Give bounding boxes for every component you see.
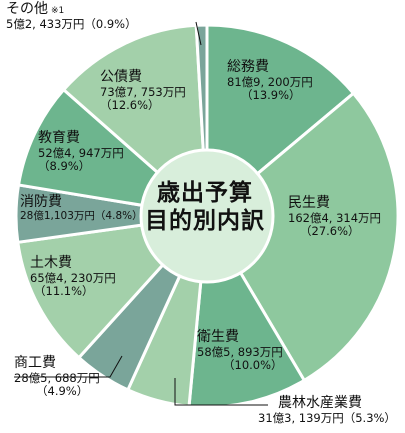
slice-percent: （8.9%） bbox=[38, 158, 91, 173]
slice-name: その他 bbox=[6, 1, 48, 17]
slice-label-kyoiku: 教育費 52億4, 947万円 （8.9%） bbox=[38, 130, 124, 173]
slice-name: 公債費 bbox=[100, 69, 142, 85]
slice-amount: 58億5, 893万円 bbox=[197, 344, 283, 359]
slice-amount: 52億4, 947万円 bbox=[38, 145, 124, 160]
slice-name: 衛生費 bbox=[197, 329, 239, 345]
slice-label-eisei: 衛生費 58億5, 893万円 （10.0%） bbox=[197, 329, 283, 372]
slice-name: 民生費 bbox=[288, 195, 330, 211]
slice-amount: 65億4, 230万円 bbox=[30, 270, 116, 285]
slice-name: 農林水産業費 bbox=[278, 395, 362, 411]
slice-amount: 162億4, 314万円 bbox=[288, 210, 382, 225]
slice-label-somu: 総務費 81億9, 200万円 （13.9%） bbox=[227, 59, 313, 102]
slice-percent: （4.8%） bbox=[94, 209, 143, 222]
pie-slice-1 bbox=[205, 91, 400, 382]
leader-line-norin bbox=[174, 378, 268, 406]
slice-label-kosai: 公債費 73億7, 753万円 （12.6%） bbox=[100, 69, 186, 112]
center-circle bbox=[139, 148, 275, 284]
slice-label-minsei: 民生費 162億4, 314万円 （27.6%） bbox=[288, 195, 382, 238]
slice-percent: （12.6%） bbox=[100, 97, 160, 112]
slice-amount: 28億1,103万円 bbox=[20, 209, 95, 222]
slice-percent: （27.6%） bbox=[300, 223, 360, 238]
footnote-mark: ※1 bbox=[51, 6, 65, 16]
slice-amount: 81億9, 200万円 bbox=[227, 74, 313, 89]
chart-title: 歳出予算 目的別内訳 bbox=[130, 180, 280, 235]
slice-name: 土木費 bbox=[30, 255, 72, 271]
chart-title-line-1: 歳出予算 bbox=[157, 180, 253, 206]
slice-amount: 5億2, 433万円（0.9%） bbox=[6, 16, 137, 31]
slice-percent: （11.1%） bbox=[34, 283, 94, 298]
slice-label-shobo: 消防費 28億1,103万円（4.8%） bbox=[20, 194, 143, 222]
slice-name: 消防費 bbox=[20, 194, 62, 210]
slice-amount: 31億3, 139万円 bbox=[258, 410, 344, 425]
slice-percent: （10.0%） bbox=[223, 357, 283, 372]
chart-title-line-2: 目的別内訳 bbox=[145, 207, 265, 234]
leader-line-sonota bbox=[195, 21, 202, 46]
slice-amount: 28億5, 688万円 bbox=[14, 370, 100, 385]
slice-label-norin: 農林水産業費 31億3, 139万円（5.3%） bbox=[258, 395, 396, 425]
slice-name: 教育費 bbox=[38, 130, 80, 146]
leader-line-shoko bbox=[14, 355, 123, 378]
slice-label-sonota: その他 ※1 5億2, 433万円（0.9%） bbox=[6, 1, 137, 31]
slice-percent: （4.9%） bbox=[36, 383, 89, 398]
slice-name: 商工費 bbox=[14, 355, 56, 371]
slice-percent: （13.9%） bbox=[241, 87, 301, 102]
slice-amount: 73億7, 753万円 bbox=[100, 84, 186, 99]
slice-name: 総務費 bbox=[227, 59, 269, 75]
slice-label-doboku: 土木費 65億4, 230万円 （11.1%） bbox=[30, 255, 116, 298]
slice-percent: （5.3%） bbox=[343, 410, 396, 425]
slice-label-shoko: 商工費 28億5, 688万円 （4.9%） bbox=[14, 355, 100, 398]
